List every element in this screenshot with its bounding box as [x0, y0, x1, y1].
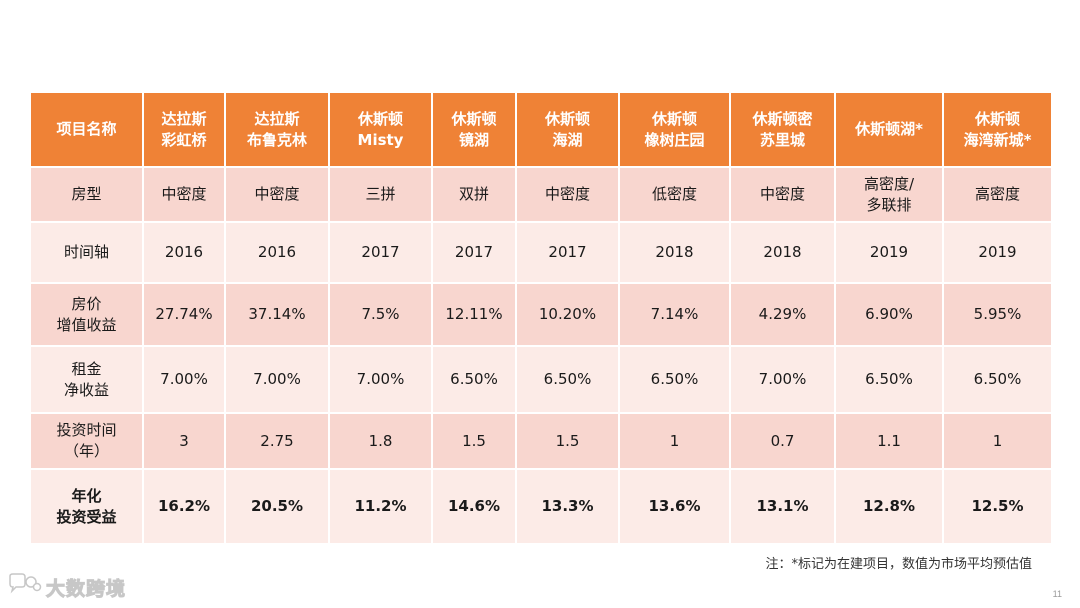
table-cell: 20.5%	[224, 468, 330, 545]
table-cell: 13.1%	[729, 468, 836, 545]
chat-bubble-logo-icon	[6, 572, 42, 602]
table-cell: 12.5%	[942, 468, 1053, 545]
table-cell: 37.14%	[224, 282, 330, 347]
table-cell: 7.5%	[328, 282, 433, 347]
table-cell: 三拼	[328, 166, 433, 223]
table-cell: 6.50%	[834, 345, 944, 414]
table-cell: 2019	[942, 221, 1053, 284]
table-cell: 12.8%	[834, 468, 944, 545]
table-cell: 中密度	[515, 166, 620, 223]
table-cell: 2.75	[224, 412, 330, 470]
table-cell: 3	[142, 412, 226, 470]
project-comparison-table: 项目名称 达拉斯 彩虹桥 达拉斯 布鲁克林 休斯顿 Misty 休斯顿 镜湖 休…	[29, 91, 1053, 545]
table-row: 房型 中密度 中密度 三拼 双拼 中密度 低密度 中密度 高密度/ 多联排 高密…	[29, 166, 1053, 223]
row-label: 租金 净收益	[29, 345, 144, 414]
table-row: 时间轴 2016 2016 2017 2017 2017 2018 2018 2…	[29, 221, 1053, 284]
table-cell: 6.50%	[515, 345, 620, 414]
table-cell: 6.50%	[618, 345, 731, 414]
table-row: 房价 增值收益 27.74% 37.14% 7.5% 12.11% 10.20%…	[29, 282, 1053, 347]
table-cell: 10.20%	[515, 282, 620, 347]
table-cell: 27.74%	[142, 282, 226, 347]
table-cell: 14.6%	[431, 468, 517, 545]
table-cell: 2018	[618, 221, 731, 284]
table-row: 租金 净收益 7.00% 7.00% 7.00% 6.50% 6.50% 6.5…	[29, 345, 1053, 414]
table-cell: 2016	[142, 221, 226, 284]
row-label: 房型	[29, 166, 144, 223]
table-cell: 中密度	[142, 166, 226, 223]
table-row: 投资时间 （年） 3 2.75 1.8 1.5 1.5 1 0.7 1.1 1	[29, 412, 1053, 470]
table-row: 年化 投资受益 16.2% 20.5% 11.2% 14.6% 13.3% 13…	[29, 468, 1053, 545]
table-cell: 1.5	[515, 412, 620, 470]
table-cell: 13.6%	[618, 468, 731, 545]
table-cell: 0.7	[729, 412, 836, 470]
table-cell: 7.14%	[618, 282, 731, 347]
table-cell: 7.00%	[729, 345, 836, 414]
table-cell: 6.90%	[834, 282, 944, 347]
table-cell: 1.8	[328, 412, 433, 470]
table-cell: 高密度	[942, 166, 1053, 223]
table-cell: 双拼	[431, 166, 517, 223]
header-cell: 达拉斯 彩虹桥	[142, 91, 226, 168]
header-cell: 休斯顿 橡树庄园	[618, 91, 731, 168]
watermark: 大数跨境	[6, 572, 126, 602]
table-header-row: 项目名称 达拉斯 彩虹桥 达拉斯 布鲁克林 休斯顿 Misty 休斯顿 镜湖 休…	[29, 91, 1053, 168]
header-cell: 休斯顿 Misty	[328, 91, 433, 168]
row-label: 房价 增值收益	[29, 282, 144, 347]
table-cell: 高密度/ 多联排	[834, 166, 944, 223]
table-cell: 2018	[729, 221, 836, 284]
header-cell: 休斯顿湖*	[834, 91, 944, 168]
table-cell: 低密度	[618, 166, 731, 223]
table-cell: 5.95%	[942, 282, 1053, 347]
header-cell: 休斯顿 海湖	[515, 91, 620, 168]
header-cell: 项目名称	[29, 91, 144, 168]
table-cell: 中密度	[729, 166, 836, 223]
page-number: 11	[1052, 589, 1062, 599]
table-cell: 2019	[834, 221, 944, 284]
header-cell: 休斯顿 海湾新城*	[942, 91, 1053, 168]
header-cell: 休斯顿 镜湖	[431, 91, 517, 168]
table-cell: 2017	[328, 221, 433, 284]
watermark-text: 大数跨境	[45, 577, 127, 600]
row-label: 投资时间 （年）	[29, 412, 144, 470]
table-cell: 6.50%	[942, 345, 1053, 414]
table-cell: 1	[618, 412, 731, 470]
table-cell: 2016	[224, 221, 330, 284]
table-cell: 16.2%	[142, 468, 226, 545]
table-cell: 12.11%	[431, 282, 517, 347]
row-label: 时间轴	[29, 221, 144, 284]
table-cell: 13.3%	[515, 468, 620, 545]
table-cell: 2017	[431, 221, 517, 284]
table-cell: 4.29%	[729, 282, 836, 347]
table-cell: 1.1	[834, 412, 944, 470]
table-cell: 2017	[515, 221, 620, 284]
table-cell: 7.00%	[142, 345, 226, 414]
header-cell: 休斯顿密 苏里城	[729, 91, 836, 168]
table-cell: 7.00%	[224, 345, 330, 414]
footnote: 注：*标记为在建项目，数值为市场平均预估值	[765, 557, 1032, 572]
table-cell: 7.00%	[328, 345, 433, 414]
table-cell: 1.5	[431, 412, 517, 470]
table-cell: 中密度	[224, 166, 330, 223]
row-label: 年化 投资受益	[29, 468, 144, 545]
header-cell: 达拉斯 布鲁克林	[224, 91, 330, 168]
table-cell: 6.50%	[431, 345, 517, 414]
table-cell: 1	[942, 412, 1053, 470]
table-cell: 11.2%	[328, 468, 433, 545]
